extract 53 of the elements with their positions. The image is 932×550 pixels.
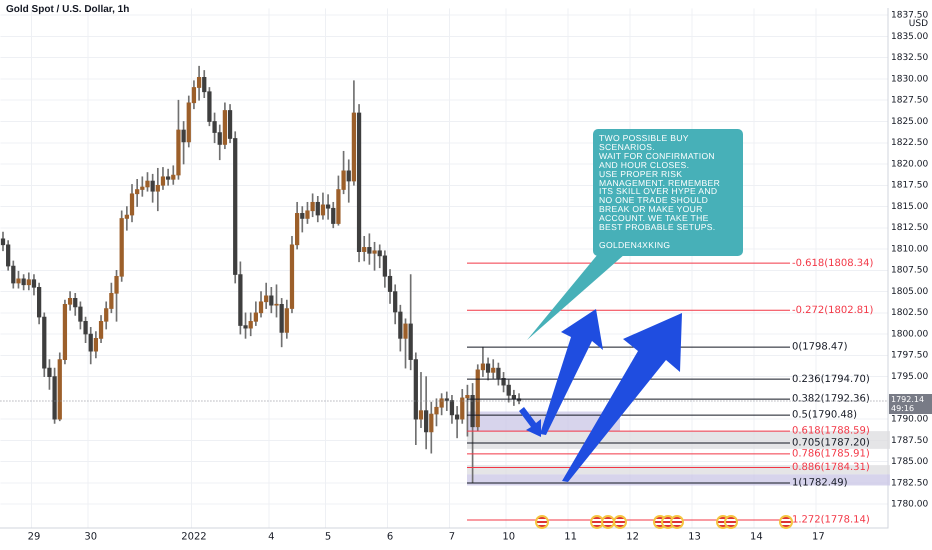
- ref-line-label: 0.886(1784.31): [792, 462, 870, 474]
- y-tick-label: 1802.50: [891, 308, 928, 318]
- y-tick-label: 1830.00: [891, 74, 928, 84]
- text: 49:16: [891, 404, 914, 414]
- x-tick-label: 4: [268, 532, 275, 543]
- y-tick-label: 1810.00: [891, 244, 928, 254]
- x-tick-label: 30: [84, 532, 98, 543]
- ref-line-label: 0.618(1788.59): [792, 426, 870, 437]
- y-tick-label: 1832.50: [891, 53, 928, 64]
- y-tick-label: 1795.00: [891, 372, 928, 382]
- ref-line-label: -0.618(1808.34): [792, 258, 874, 269]
- x-tick-label: 12: [626, 532, 639, 543]
- candlestick: [418, 372, 424, 428]
- y-tick-label: 1835.00: [891, 32, 928, 42]
- x-tick-label: 2022: [181, 532, 207, 543]
- ref-line-label: 0.382(1792.36): [792, 394, 870, 405]
- y-tick-label: 1815.00: [891, 202, 928, 212]
- x-tick-label: 14: [750, 532, 763, 543]
- y-tick-label: 1812.50: [891, 223, 928, 234]
- x-tick-label: 6: [386, 532, 394, 543]
- y-tick-label: 1800.00: [891, 329, 928, 340]
- speech-bubble: TWO POSSIBLE BUY SCENARIOS. WAIT FOR CONFIRMATION AND HOUR CLOSES. USE PROPER RISK MANAGEMENT. REMEMBER ITS SKILL OVER HYPE AND NO ONE TRADE SHOULD BREAK OR MAKE YOUR ACCOUNT. WE TAKE THE BEST PROBABLE SETUPS. GOLDEN4XKING: [527, 129, 743, 341]
- y-tick-label: 1785.00: [891, 457, 928, 468]
- ref-line-label: 0.786(1785.91): [792, 448, 870, 460]
- x-tick-label: 13: [688, 532, 701, 543]
- y-tick-label: 1827.50: [891, 96, 928, 106]
- y-tick-label: 1822.50: [891, 138, 928, 148]
- y-axis-title: USD: [908, 18, 928, 29]
- y-tick-label: 1790.00: [891, 414, 928, 424]
- ref-line-label: 0.236(1794.70): [792, 374, 870, 385]
- ref-line-label: 0(1798.47): [792, 342, 848, 353]
- y-tick-label: 1817.50: [891, 180, 928, 191]
- y-tick-label: 1807.50: [891, 266, 928, 276]
- y-tick-label: 1787.50: [891, 436, 928, 446]
- chart-title: Gold Spot / U.S. Dollar, 1h: [6, 4, 130, 15]
- y-tick-label: 1825.00: [891, 116, 928, 127]
- y-tick-label: 1780.00: [891, 500, 928, 510]
- y-tick-label: 1797.50: [891, 350, 928, 361]
- ref-line-label: -0.272(1802.81): [792, 304, 874, 316]
- y-tick-label: 1805.00: [891, 286, 928, 297]
- x-tick-label: 5: [324, 532, 332, 543]
- x-tick-label: 29: [28, 532, 40, 543]
- x-tick-label: 17: [812, 532, 825, 543]
- x-tick-label: 7: [448, 532, 456, 543]
- ref-line-label: 1(1782.49): [792, 478, 848, 489]
- y-tick-label: 1782.50: [891, 478, 928, 488]
- x-tick-label: 11: [564, 532, 578, 543]
- ref-line-label: 1.272(1778.14): [792, 514, 870, 526]
- ref-line-label: 0.5(1790.48): [792, 410, 858, 421]
- ref-line-label: 1792.14: [891, 395, 924, 404]
- ref-line-label: 0.705(1787.20): [792, 438, 870, 449]
- y-tick-label: 1820.00: [891, 159, 928, 170]
- x-tick-label: 10: [502, 532, 516, 543]
